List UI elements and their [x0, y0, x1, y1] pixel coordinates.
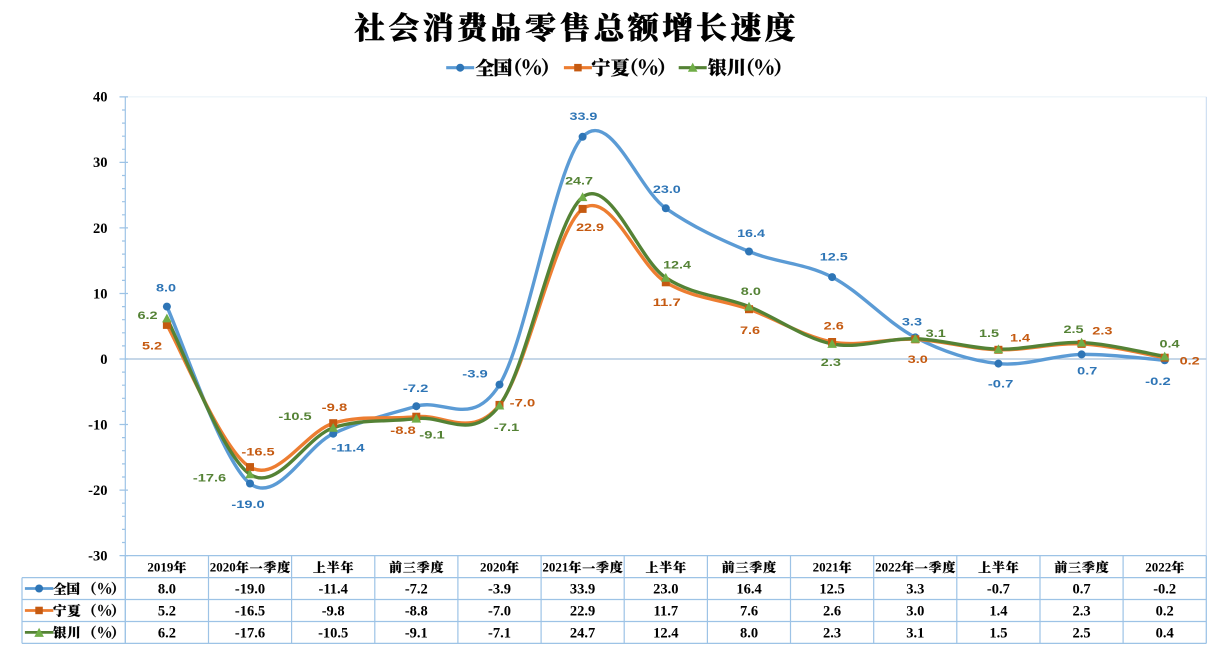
svg-text:-7.0: -7.0 [510, 398, 536, 410]
svg-text:0.4: 0.4 [1156, 625, 1174, 641]
svg-text:12.4: 12.4 [653, 625, 678, 641]
svg-text:8.0: 8.0 [156, 283, 176, 295]
svg-text:-19.0: -19.0 [235, 581, 265, 597]
svg-text:6.2: 6.2 [158, 625, 176, 641]
svg-text:0.2: 0.2 [1180, 356, 1200, 368]
svg-text:2.3: 2.3 [823, 625, 841, 641]
svg-text:-0.7: -0.7 [987, 581, 1010, 597]
svg-text:10: 10 [93, 286, 108, 302]
svg-text:23.0: 23.0 [653, 581, 678, 597]
svg-text:2022: 2022 [1145, 559, 1171, 574]
svg-text:2.3: 2.3 [1073, 603, 1091, 619]
svg-text:20: 20 [93, 221, 108, 237]
svg-text:33.9: 33.9 [570, 111, 598, 123]
svg-text:0.7: 0.7 [1073, 581, 1091, 597]
svg-text:22.9: 22.9 [576, 222, 604, 234]
svg-text:-30: -30 [88, 549, 107, 565]
svg-text:30: 30 [93, 155, 108, 171]
svg-text:0.2: 0.2 [1156, 603, 1174, 619]
svg-text:24.7: 24.7 [565, 175, 593, 187]
svg-text:33.9: 33.9 [570, 581, 595, 597]
svg-text:2.6: 2.6 [823, 603, 841, 619]
svg-text:23.0: 23.0 [653, 184, 681, 196]
svg-text:3.0: 3.0 [908, 354, 928, 366]
svg-text:-17.6: -17.6 [235, 625, 265, 641]
svg-text:16.4: 16.4 [737, 228, 766, 240]
svg-text:8.0: 8.0 [158, 581, 176, 597]
svg-text:-0.7: -0.7 [988, 379, 1014, 391]
svg-text:40: 40 [93, 90, 108, 106]
svg-text:5.2: 5.2 [142, 341, 162, 353]
svg-text:3.3: 3.3 [902, 317, 922, 329]
svg-text:-3.9: -3.9 [488, 581, 511, 597]
svg-text:-0.2: -0.2 [1153, 581, 1176, 597]
svg-text:3.1: 3.1 [926, 328, 946, 340]
svg-text:-0.2: -0.2 [1145, 376, 1171, 388]
svg-text:0.7: 0.7 [1077, 366, 1097, 378]
svg-text:0.4: 0.4 [1160, 338, 1181, 350]
svg-text:0: 0 [100, 352, 107, 368]
svg-text:-10.5: -10.5 [318, 625, 348, 641]
svg-text:3.0: 3.0 [906, 603, 924, 619]
svg-text:-9.8: -9.8 [322, 603, 345, 619]
svg-text:1.4: 1.4 [1010, 333, 1031, 345]
svg-text:-9.1: -9.1 [419, 430, 445, 442]
svg-text:2022: 2022 [875, 559, 901, 574]
svg-text:2.3: 2.3 [1092, 325, 1112, 337]
svg-text:6.2: 6.2 [138, 310, 158, 322]
svg-text:-8.8: -8.8 [405, 603, 428, 619]
svg-text:-19.0: -19.0 [231, 499, 264, 511]
svg-text:12.5: 12.5 [820, 252, 848, 264]
svg-text:2.5: 2.5 [1064, 324, 1084, 336]
svg-text:1.4: 1.4 [989, 603, 1007, 619]
svg-text:11.7: 11.7 [654, 603, 679, 619]
svg-text:5.2: 5.2 [158, 603, 176, 619]
svg-text:-7.1: -7.1 [494, 422, 520, 434]
svg-text:12.5: 12.5 [819, 581, 844, 597]
svg-text:16.4: 16.4 [736, 581, 761, 597]
svg-text:-7.0: -7.0 [488, 603, 511, 619]
svg-text:-10: -10 [88, 417, 107, 433]
svg-text:-10.5: -10.5 [278, 411, 311, 423]
svg-text:22.9: 22.9 [570, 603, 595, 619]
svg-text:24.7: 24.7 [570, 625, 595, 641]
svg-text:1.5: 1.5 [979, 328, 999, 340]
svg-text:8.0: 8.0 [741, 286, 761, 298]
svg-text:2.3: 2.3 [821, 357, 841, 369]
svg-text:-11.4: -11.4 [318, 581, 347, 597]
svg-text:12.4: 12.4 [663, 260, 692, 272]
svg-text:-3.9: -3.9 [462, 369, 488, 381]
svg-text:11.7: 11.7 [653, 297, 681, 309]
svg-text:8.0: 8.0 [740, 625, 758, 641]
svg-text:2.5: 2.5 [1073, 625, 1091, 641]
svg-text:1.5: 1.5 [989, 625, 1007, 641]
svg-text:-17.6: -17.6 [193, 472, 226, 484]
svg-text:2021: 2021 [813, 559, 839, 574]
svg-text:2.6: 2.6 [824, 321, 844, 333]
svg-text:2020: 2020 [480, 559, 506, 574]
svg-text:-11.4: -11.4 [331, 442, 365, 454]
svg-text:-7.1: -7.1 [488, 625, 511, 641]
svg-text:-16.5: -16.5 [241, 447, 274, 459]
svg-text:-9.1: -9.1 [405, 625, 428, 641]
svg-text:-7.2: -7.2 [405, 581, 428, 597]
svg-text:7.6: 7.6 [740, 325, 760, 337]
svg-text:-20: -20 [88, 483, 107, 499]
svg-text:2020: 2020 [210, 559, 236, 574]
svg-text:-8.8: -8.8 [390, 425, 416, 437]
svg-text:3.3: 3.3 [906, 581, 924, 597]
svg-text:-9.8: -9.8 [322, 402, 348, 414]
svg-text:2019: 2019 [147, 559, 174, 574]
svg-text:-7.2: -7.2 [403, 383, 429, 395]
svg-text:3.1: 3.1 [906, 625, 924, 641]
svg-text:7.6: 7.6 [740, 603, 758, 619]
svg-text:-16.5: -16.5 [235, 603, 265, 619]
svg-text:2021: 2021 [542, 559, 568, 574]
